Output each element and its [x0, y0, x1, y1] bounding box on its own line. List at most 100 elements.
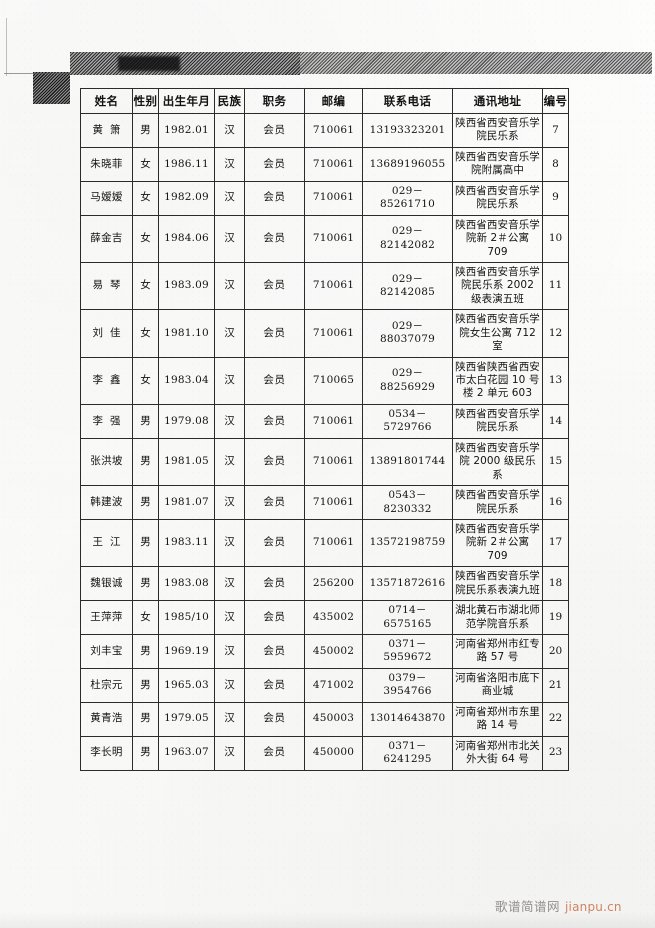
cell-ethnic: 汉 [214, 667, 245, 703]
cell-duty: 会员 [244, 667, 305, 703]
cell-name: 黄箫 [80, 113, 133, 148]
cell-address: 陕西省西安音乐学院新 2＃公寓 709 [452, 518, 543, 568]
cell-ethnic: 汉 [214, 214, 245, 263]
cell-sex: 女 [132, 356, 159, 405]
table-row: 易琴女 1983.09 汉会员 710061 029－82142085 陕西省西安音乐学院… [80, 261, 569, 311]
cell-phone: 13014643870 [362, 701, 453, 737]
column-header-zip: 邮编 [304, 88, 363, 114]
cell-name: 马嫒嫒 [80, 180, 133, 216]
cell-name: 王萍萍 [80, 600, 133, 635]
column-header-birth: 出生年月 [158, 88, 215, 114]
cell-duty: 会员 [244, 356, 305, 405]
cell-id: 8 [542, 146, 569, 182]
cell-address: 河南省郑州市北关外大街 64 号 [452, 735, 543, 771]
cell-address: 湖北黄石市湖北师范学院音乐系 [452, 600, 543, 635]
cell-birth: 1982.09 [158, 180, 215, 216]
cell-ethnic: 汉 [214, 403, 245, 439]
cell-zip: 450002 [304, 634, 363, 669]
cell-id: 16 [542, 485, 569, 520]
cell-id: 11 [542, 261, 569, 311]
column-header-sex: 性别 [132, 88, 159, 114]
cell-ethnic: 汉 [214, 356, 245, 405]
table-row: 张洪坡男 1981.05 汉会员 710061 13891801744 陕西省西安音乐学院… [80, 437, 569, 487]
cell-sex: 女 [132, 214, 159, 263]
cell-name: 杜宗元 [80, 667, 133, 703]
cell-birth: 1979.05 [158, 701, 215, 737]
cell-ethnic: 汉 [214, 309, 245, 358]
cell-zip: 710061 [304, 113, 363, 148]
cell-birth: 1985/10 [158, 600, 215, 635]
cell-zip: 450000 [304, 735, 363, 771]
cell-name: 刘佳 [80, 309, 133, 358]
cell-duty: 会员 [244, 309, 305, 358]
cell-birth: 1981.10 [158, 309, 215, 358]
cell-sex: 男 [132, 437, 159, 487]
cell-ethnic: 汉 [214, 518, 245, 568]
cell-duty: 会员 [244, 701, 305, 737]
watermark-site-name: 歌谱简谱网 [495, 899, 561, 914]
cell-ethnic: 汉 [214, 180, 245, 216]
cell-birth: 1981.05 [158, 437, 215, 487]
cell-name: 张洪坡 [80, 437, 133, 487]
cell-duty: 会员 [244, 634, 305, 669]
cell-duty: 会员 [244, 566, 305, 602]
cell-name: 王江 [80, 518, 133, 568]
cell-sex: 女 [132, 261, 159, 311]
table-row: 韩建波男 1981.07 汉会员 710061 0543－8230332 陕西省西安音乐学… [80, 485, 569, 520]
cell-duty: 会员 [244, 261, 305, 311]
cell-sex: 女 [132, 180, 159, 216]
scan-artifact-smudge [118, 56, 180, 71]
column-header-id: 编号 [542, 88, 569, 114]
table-row: 朱晓菲女 1986.11 汉会员 710061 13689196055 陕西省西安音乐学院… [80, 146, 569, 182]
cell-zip: 710061 [304, 146, 363, 182]
cell-ethnic: 汉 [214, 735, 245, 771]
cell-phone: 13193323201 [362, 113, 453, 148]
cell-sex: 女 [132, 600, 159, 635]
cell-address: 陕西省西安音乐学院民乐系 [452, 403, 543, 439]
cell-id: 18 [542, 566, 569, 602]
cell-address: 陕西省西安音乐学院民乐系 [452, 113, 543, 148]
table-row: 李长明男 1963.07 汉会员 450000 0371－6241295 河南省郑州市北关… [80, 735, 569, 771]
cell-zip: 710061 [304, 180, 363, 216]
cell-ethnic: 汉 [214, 600, 245, 635]
cell-id: 10 [542, 214, 569, 263]
cell-id: 12 [542, 309, 569, 358]
cell-sex: 男 [132, 113, 159, 148]
cell-id: 23 [542, 735, 569, 771]
cell-birth: 1965.03 [158, 667, 215, 703]
cell-name: 朱晓菲 [80, 146, 133, 182]
cell-name: 李长明 [80, 735, 133, 771]
cell-address: 陕西省西安音乐学院民乐系 [452, 485, 543, 520]
cell-phone: 0379－3954766 [362, 667, 453, 703]
cell-ethnic: 汉 [214, 701, 245, 737]
cell-phone: 13689196055 [362, 146, 453, 182]
scan-artifact-corner-block [33, 72, 70, 104]
cell-id: 17 [542, 518, 569, 568]
cell-duty: 会员 [244, 403, 305, 439]
cell-phone: 0371－5959672 [362, 634, 453, 669]
cell-duty: 会员 [244, 437, 305, 487]
cell-id: 22 [542, 701, 569, 737]
table-row: 刘佳女 1981.10 汉会员 710061 029－88037079 陕西省西安音乐学院… [80, 309, 569, 358]
cell-sex: 男 [132, 518, 159, 568]
cell-duty: 会员 [244, 113, 305, 148]
cell-id: 14 [542, 403, 569, 439]
cell-zip: 710061 [304, 403, 363, 439]
cell-ethnic: 汉 [214, 113, 245, 148]
cell-phone: 0714－6575165 [362, 600, 453, 635]
cell-id: 15 [542, 437, 569, 487]
table-row: 王萍萍女 1985/10 汉会员 435002 0714－6575165 湖北黄石市湖北师… [80, 600, 569, 635]
table-row: 王江男 1983.11 汉会员 710061 13572198759 陕西省西安音乐学院新… [80, 518, 569, 568]
cell-phone: 0534－5729766 [362, 403, 453, 439]
cell-sex: 男 [132, 701, 159, 737]
cell-zip: 710061 [304, 214, 363, 263]
cell-address: 陕西省西安音乐学院民乐系 [452, 180, 543, 216]
table-row: 黄青浩男 1979.05 汉会员 450003 13014643870 河南省郑州市东里路… [80, 701, 569, 737]
table-row: 薛金吉女 1984.06 汉会员 710061 029－82142082 陕西省西安音乐学… [80, 214, 569, 263]
cell-sex: 男 [132, 735, 159, 771]
cell-zip: 710061 [304, 518, 363, 568]
cell-sex: 女 [132, 146, 159, 182]
table-row: 马嫒嫒女 1982.09 汉会员 710061 029－85261710 陕西省西安音乐学… [80, 180, 569, 216]
cell-zip: 435002 [304, 600, 363, 635]
